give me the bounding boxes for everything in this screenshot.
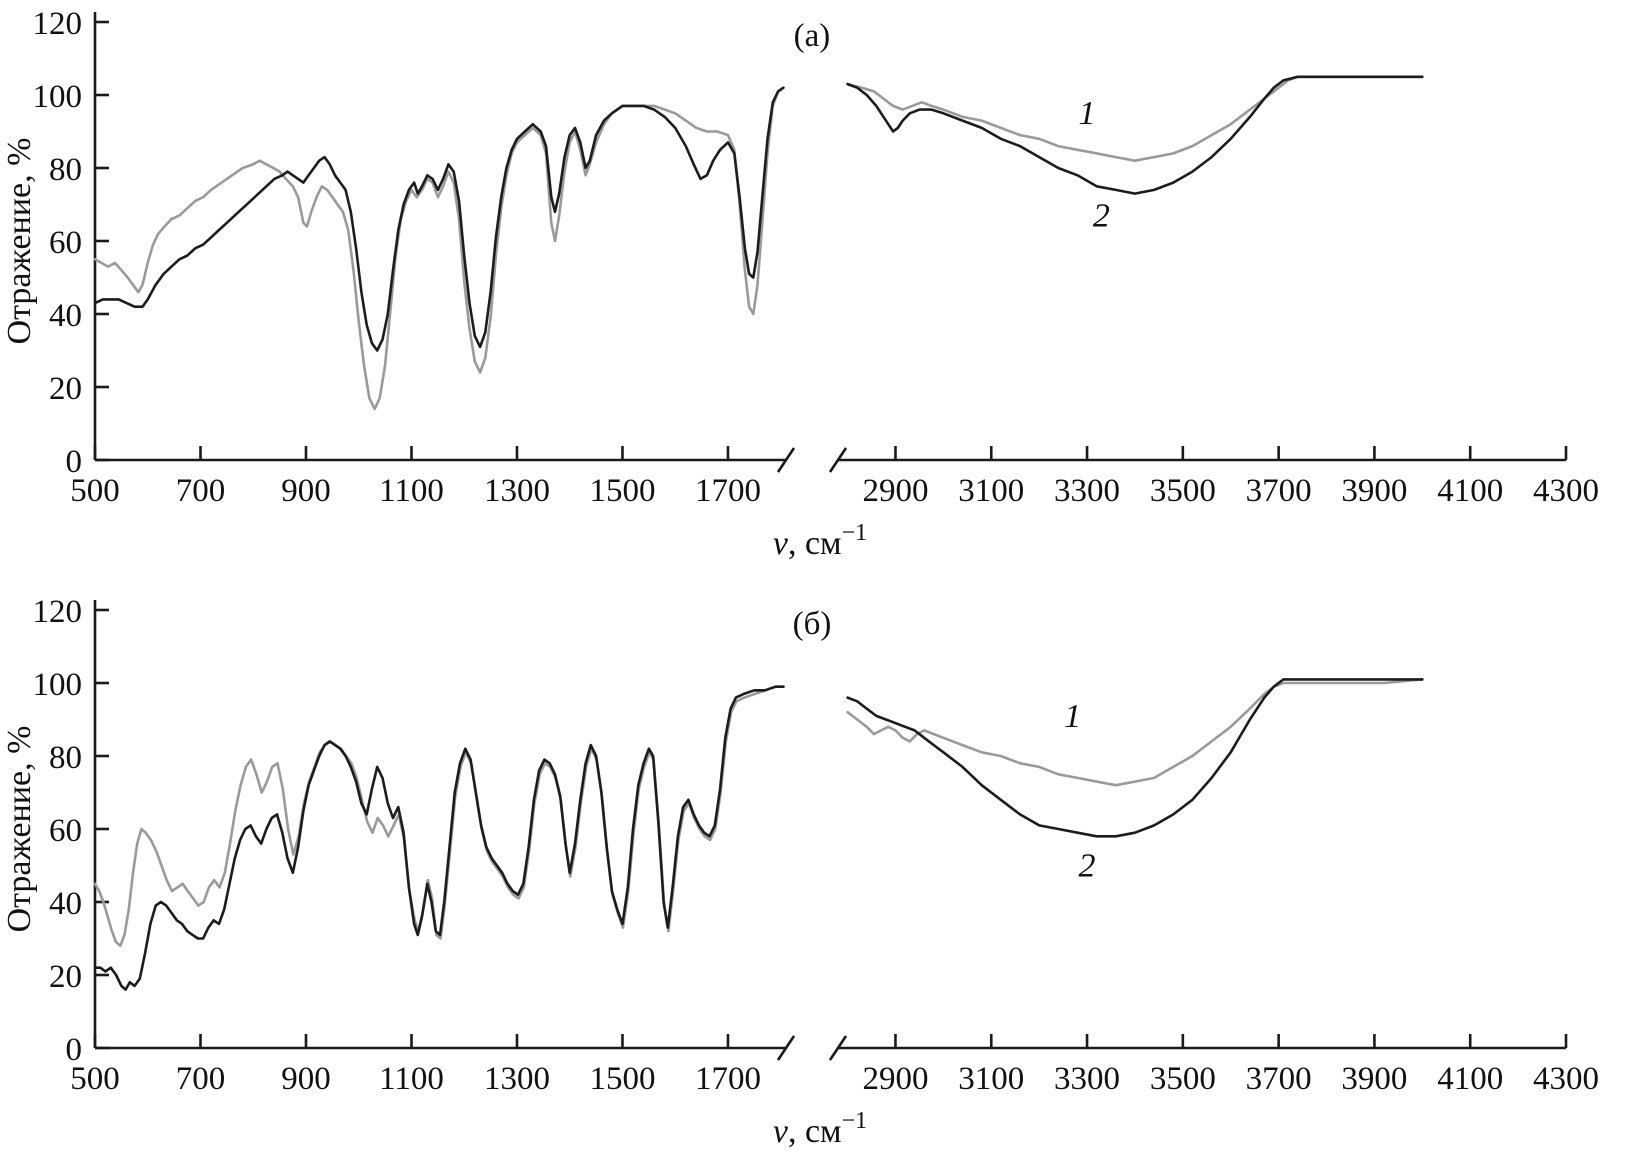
x-tick-label: 4300 — [1533, 473, 1599, 509]
y-tick-label: 100 — [33, 79, 83, 115]
y-tick-label: 120 — [33, 6, 83, 42]
curve-label-1: 1 — [1079, 95, 1096, 132]
y-tick-label: 20 — [49, 371, 82, 407]
x-tick-label: 1300 — [484, 473, 550, 509]
y-axis-title: Отражение, % — [1, 138, 38, 345]
x-tick-label: 3700 — [1246, 1061, 1312, 1097]
x-tick-label: 500 — [70, 1061, 120, 1097]
x-tick-label: 3500 — [1150, 473, 1216, 509]
x-tick-label: 1700 — [695, 1061, 761, 1097]
x-tick-label: 2900 — [862, 1061, 928, 1097]
x-tick-label: 4100 — [1437, 473, 1503, 509]
x-tick-label: 3100 — [958, 473, 1024, 509]
panel-label: (б) — [793, 606, 832, 642]
spectrum-curve-2 — [846, 75, 1424, 195]
axis-break-mark — [828, 1035, 848, 1061]
x-tick-label: 3900 — [1341, 473, 1407, 509]
axis-break-mark — [776, 1035, 796, 1061]
x-tick-label: 3500 — [1150, 1061, 1216, 1097]
x-tick-label: 900 — [281, 1061, 331, 1097]
x-axis-title: ν, см−1 — [773, 1108, 867, 1150]
y-tick-label: 100 — [33, 667, 83, 703]
x-tick-label: 1100 — [379, 1061, 444, 1097]
y-axis-title: Отражение, % — [1, 726, 38, 933]
y-tick-label: 40 — [49, 298, 82, 334]
axis-break-mark — [776, 447, 796, 473]
x-tick-label: 3300 — [1054, 473, 1120, 509]
x-tick-label: 1500 — [589, 1061, 655, 1097]
x-tick-label: 3900 — [1341, 1061, 1407, 1097]
y-tick-label: 20 — [49, 959, 82, 995]
curve-label-1: 1 — [1064, 698, 1081, 735]
spectrum-curve-1 — [93, 86, 785, 411]
y-tick-label: 120 — [33, 594, 83, 630]
x-tick-label: 700 — [176, 1061, 226, 1097]
panel-b-chart: 0 20 40 60 80 100 120 500 700 900 1100 1300 1500 1700… — [1, 594, 1599, 1150]
panel-a-chart: 0 20 40 60 80 100 120 500 700 900 1100 1300 1500 1700… — [1, 6, 1599, 562]
x-tick-label: 500 — [70, 473, 120, 509]
y-tick-label: 60 — [49, 813, 82, 849]
x-tick-label: 4100 — [1437, 1061, 1503, 1097]
x-tick-label: 1300 — [484, 1061, 550, 1097]
y-tick-label: 80 — [49, 740, 82, 776]
x-tick-label: 1100 — [379, 473, 444, 509]
x-tick-label: 700 — [176, 473, 226, 509]
y-tick-label: 60 — [49, 225, 82, 261]
spectrum-curve-1 — [846, 75, 1424, 162]
curve-label-2: 2 — [1079, 847, 1096, 884]
x-tick-label: 3700 — [1246, 473, 1312, 509]
x-tick-label: 2900 — [862, 473, 928, 509]
x-tick-label: 1500 — [589, 473, 655, 509]
y-tick-label: 0 — [66, 444, 83, 480]
spectrum-curve-2 — [93, 685, 785, 991]
panel-label: (а) — [794, 18, 831, 54]
axis-break-mark — [828, 447, 848, 473]
x-tick-label: 1700 — [695, 473, 761, 509]
x-tick-label: 3100 — [958, 1061, 1024, 1097]
spectrum-curve-2 — [93, 86, 785, 352]
x-tick-label: 4300 — [1533, 1061, 1599, 1097]
y-tick-label: 40 — [49, 886, 82, 922]
x-tick-label: 3300 — [1054, 1061, 1120, 1097]
y-tick-label: 80 — [49, 152, 82, 188]
spectrum-curve-1 — [93, 685, 785, 948]
spectrum-curve-2 — [846, 678, 1424, 838]
spectrum-curve-1 — [846, 678, 1424, 787]
x-tick-label: 900 — [281, 473, 331, 509]
y-tick-label: 0 — [66, 1032, 83, 1068]
x-axis-title: ν, см−1 — [773, 520, 867, 562]
curve-label-2: 2 — [1093, 197, 1110, 234]
